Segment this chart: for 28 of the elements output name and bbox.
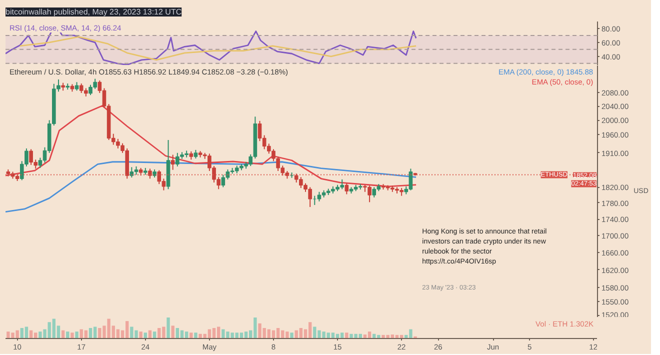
bar: [290, 332, 294, 338]
candlestick: [344, 182, 349, 195]
bar: [212, 328, 216, 338]
bar: [299, 328, 303, 338]
bar: [166, 318, 170, 338]
bar: [345, 332, 348, 338]
bar: [93, 326, 97, 338]
line-series: [6, 161, 417, 213]
bar: [171, 326, 174, 338]
bar: [139, 332, 142, 338]
candlestick: [157, 170, 162, 185]
bar: [75, 332, 78, 338]
candlestick: [372, 186, 376, 198]
line-series: [19, 36, 417, 61]
bar: [70, 332, 74, 338]
bar: [216, 326, 220, 338]
chart-title: bitcoinwallah published, May 23, 2023 13:12 UTC: [6, 8, 182, 16]
bar: [88, 328, 92, 338]
candlestick: [221, 174, 226, 188]
bar: [176, 328, 180, 338]
candlestick: [312, 195, 317, 206]
candlestick: [148, 168, 152, 180]
candlestick: [317, 191, 322, 202]
bar: [276, 328, 280, 338]
bar: [308, 322, 312, 338]
bar: [194, 332, 198, 338]
bar: [24, 326, 28, 338]
candlestick: [170, 154, 175, 170]
